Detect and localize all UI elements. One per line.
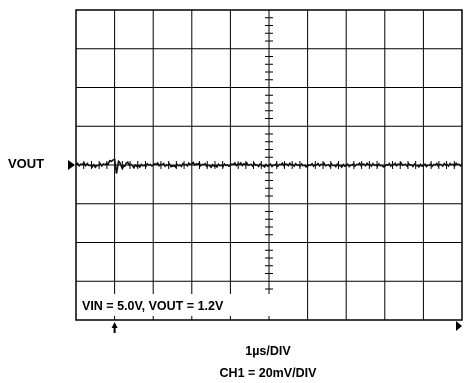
vout-trace — [75, 157, 463, 174]
annotation-background — [78, 294, 288, 316]
conditions-annotation: VIN = 5.0V, VOUT = 1.2V — [82, 299, 224, 313]
channel-scale-label: CH1 = 20mV/DIV — [220, 366, 318, 380]
vout-level-marker — [68, 160, 75, 170]
time-scale-label: 1µs/DIV — [245, 344, 291, 358]
trace-label: VOUT — [8, 156, 44, 171]
trigger-marker — [111, 322, 118, 333]
end-marker — [456, 321, 462, 331]
